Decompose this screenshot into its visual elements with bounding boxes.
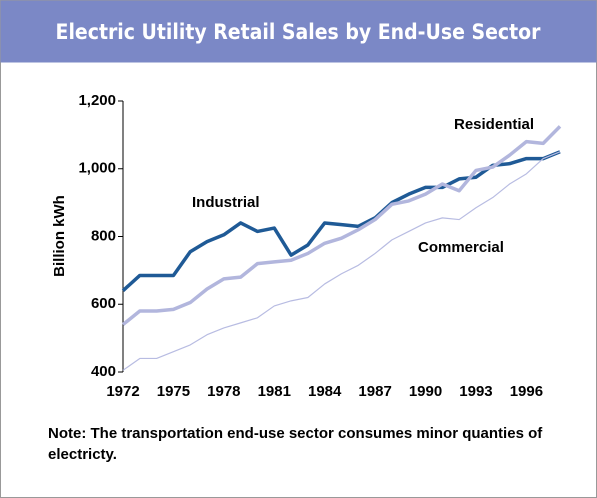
annotation: Commercial bbox=[418, 239, 504, 256]
x-tick-label: 1981 bbox=[258, 383, 291, 400]
annotation: Industrial bbox=[192, 194, 260, 211]
x-tick-label: 1978 bbox=[207, 383, 240, 400]
y-tick-label: 800 bbox=[91, 227, 116, 244]
x-tick-label: 1975 bbox=[157, 383, 190, 400]
chart-title: Electric Utility Retail Sales by End-Use… bbox=[56, 20, 542, 44]
annotation: Residential bbox=[454, 116, 534, 133]
x-tick-label: 1987 bbox=[358, 383, 391, 400]
series-line bbox=[121, 125, 562, 326]
y-tick-label: 1,000 bbox=[78, 160, 116, 177]
x-tick-label: 1972 bbox=[106, 383, 139, 400]
x-tick-label: 1996 bbox=[510, 383, 543, 400]
x-tick-label: 1984 bbox=[308, 383, 342, 400]
x-tick-label: 1990 bbox=[409, 383, 442, 400]
y-tick-label: 1,200 bbox=[78, 92, 116, 109]
y-axis-label: Billion kWh bbox=[51, 195, 68, 277]
x-tick-label: 1993 bbox=[459, 383, 492, 400]
y-tick-label: 400 bbox=[91, 363, 116, 380]
note: Note: The transportation end-use sector … bbox=[48, 425, 543, 463]
y-tick-label: 600 bbox=[91, 295, 116, 312]
header bbox=[0, 0, 597, 63]
series-line bbox=[122, 151, 561, 371]
